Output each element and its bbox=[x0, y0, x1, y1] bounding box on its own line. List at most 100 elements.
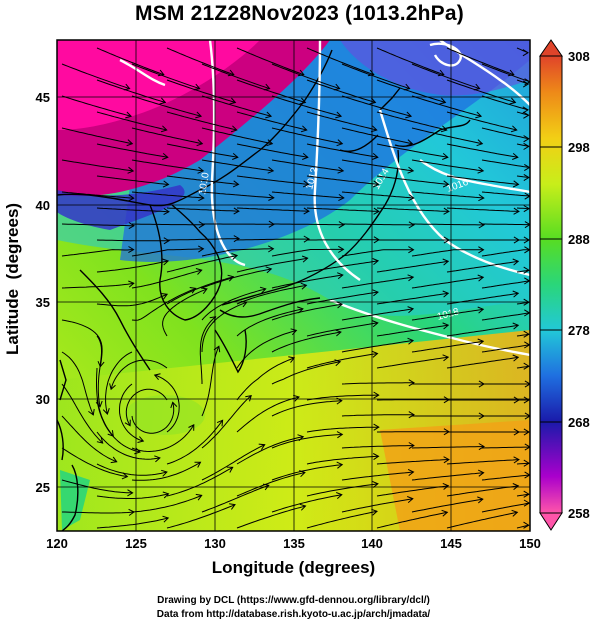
streamline-arrow bbox=[523, 330, 530, 338]
streamline-arrow bbox=[200, 287, 208, 294]
streamline-arrow bbox=[162, 491, 170, 499]
streamline-arrow bbox=[231, 253, 239, 260]
streamline-arrow bbox=[523, 499, 530, 507]
streamline-arrow bbox=[302, 153, 309, 160]
streamline bbox=[271, 361, 341, 385]
streamline bbox=[61, 383, 104, 444]
streamline-arrow bbox=[372, 320, 379, 328]
streamline-arrow bbox=[162, 153, 169, 160]
streamline bbox=[166, 276, 234, 305]
streamline bbox=[96, 175, 169, 185]
streamline bbox=[166, 143, 238, 158]
streamline bbox=[341, 127, 413, 145]
streamline-arrow bbox=[407, 274, 415, 282]
streamline bbox=[96, 335, 102, 407]
x-tick-label: 140 bbox=[361, 536, 383, 551]
streamline bbox=[236, 47, 304, 76]
streamline bbox=[446, 79, 516, 103]
streamline-arrow bbox=[161, 293, 169, 300]
streamline bbox=[236, 436, 304, 465]
streamline bbox=[201, 395, 252, 449]
streamline bbox=[167, 238, 240, 241]
streamline bbox=[62, 511, 135, 514]
streamline bbox=[516, 301, 529, 305]
streamline-arrow bbox=[226, 466, 234, 473]
streamline bbox=[411, 191, 484, 199]
streamline-arrow bbox=[121, 472, 129, 480]
streamline bbox=[376, 143, 448, 158]
streamline bbox=[341, 95, 412, 117]
streamline bbox=[341, 249, 414, 257]
streamline bbox=[271, 464, 343, 481]
streamline bbox=[201, 95, 272, 117]
streamline bbox=[61, 63, 130, 90]
streamline-arrow bbox=[523, 396, 530, 404]
y-tick-label: 35 bbox=[36, 295, 50, 310]
streamline-arrow bbox=[408, 442, 415, 450]
streamline bbox=[306, 79, 376, 103]
streamline bbox=[412, 223, 484, 226]
streamline bbox=[446, 260, 519, 273]
streamline-arrow bbox=[440, 125, 448, 133]
streamline-arrow bbox=[213, 345, 221, 353]
streamline-arrow bbox=[334, 359, 342, 367]
streamline bbox=[306, 47, 374, 76]
streamline-arrow bbox=[441, 509, 449, 517]
x-tick-label: 150 bbox=[519, 536, 541, 551]
streamline-arrow bbox=[442, 322, 450, 330]
streamline bbox=[481, 127, 529, 140]
streamline-arrow bbox=[227, 69, 235, 77]
streamline-arrow bbox=[153, 373, 161, 381]
streamline bbox=[411, 276, 484, 289]
streamline bbox=[411, 446, 485, 449]
x-tick-label: 135 bbox=[283, 536, 305, 551]
streamline-arrow bbox=[162, 515, 170, 523]
streamline-arrow bbox=[523, 135, 530, 143]
streamline-arrow bbox=[170, 401, 178, 409]
streamline bbox=[201, 248, 274, 257]
streamline bbox=[96, 399, 141, 453]
streamline-arrow bbox=[372, 480, 379, 488]
streamline-arrow bbox=[162, 180, 170, 188]
streamline bbox=[201, 159, 274, 172]
streamline bbox=[306, 510, 378, 529]
streamline bbox=[61, 159, 134, 172]
streamline-arrow bbox=[478, 194, 485, 202]
streamline-arrow bbox=[338, 221, 345, 229]
streamline bbox=[201, 63, 270, 90]
streamline-arrow bbox=[512, 354, 520, 362]
streamline-arrow bbox=[300, 282, 308, 290]
streamline-arrow bbox=[233, 207, 240, 215]
streamline-arrow bbox=[336, 139, 344, 147]
streamline-arrow bbox=[338, 193, 345, 202]
streamline bbox=[271, 95, 342, 117]
streamline bbox=[105, 351, 133, 415]
streamline bbox=[61, 191, 134, 199]
streamline bbox=[306, 322, 378, 337]
streamline-arrow bbox=[442, 153, 449, 160]
streamline-arrow bbox=[512, 153, 519, 160]
streamline-arrow bbox=[522, 80, 530, 88]
streamline-arrow bbox=[442, 354, 450, 362]
streamline bbox=[341, 191, 414, 199]
streamline-arrow bbox=[408, 194, 415, 202]
streamline-arrow bbox=[443, 456, 450, 464]
streamline bbox=[446, 324, 519, 337]
streamline bbox=[61, 249, 134, 257]
streamline bbox=[96, 143, 168, 158]
streamline-arrow bbox=[128, 246, 135, 254]
streamline bbox=[341, 498, 413, 513]
streamline-arrow bbox=[297, 69, 305, 77]
streamline bbox=[271, 274, 343, 289]
streamline bbox=[96, 493, 169, 499]
streamline-arrow bbox=[407, 496, 414, 503]
streamline bbox=[271, 303, 343, 321]
streamline-arrow bbox=[198, 194, 205, 202]
streamline-arrow bbox=[230, 125, 238, 133]
y-tick-label: 25 bbox=[36, 480, 50, 495]
streamline bbox=[411, 95, 482, 117]
streamline bbox=[131, 461, 201, 481]
streamline bbox=[96, 239, 169, 242]
streamline bbox=[481, 63, 530, 83]
streamline-arrow bbox=[209, 316, 217, 323]
